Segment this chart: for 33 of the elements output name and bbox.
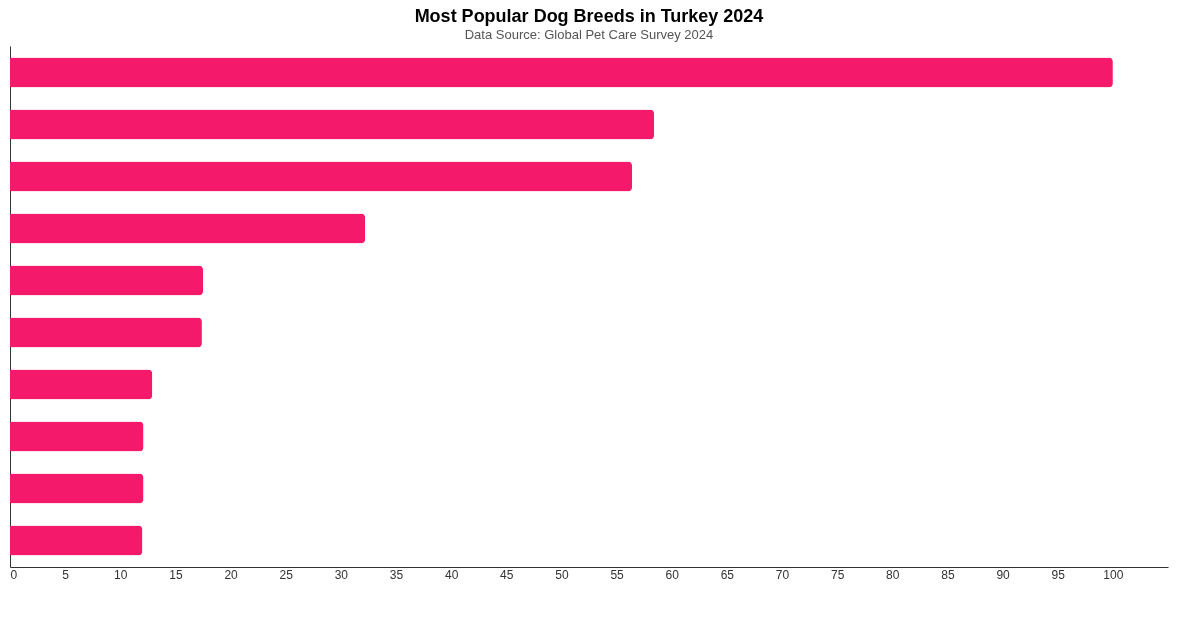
x-tick-label: 60 (665, 567, 680, 582)
bar (10, 213, 366, 244)
bar (10, 525, 143, 556)
x-tick-label: 35 (389, 567, 404, 582)
x-tick-label: 100 (1103, 567, 1124, 582)
x-tick-label: 85 (941, 567, 955, 582)
x-tick-label: 45 (500, 567, 514, 582)
bar (10, 317, 202, 348)
bar (10, 109, 655, 140)
chart-subtitle: Data Source: Global Pet Care Survey 2024 (464, 27, 714, 42)
x-tick-label: 0 (10, 567, 18, 582)
x-tick-label: 70 (775, 567, 790, 582)
x-tick-label: 65 (720, 567, 735, 582)
x-tick-label: 20 (224, 567, 239, 582)
chart-title: Most Popular Dog Breeds in Turkey 2024 (414, 6, 764, 26)
x-tick-label: 95 (1051, 567, 1066, 582)
x-tick-label: 30 (334, 567, 349, 582)
x-tick-label: 50 (555, 567, 569, 582)
x-tick-label: 55 (610, 567, 625, 582)
bar (10, 473, 144, 504)
bar (10, 265, 203, 296)
x-tick-label: 75 (830, 567, 845, 582)
bar (10, 57, 1113, 88)
bar (10, 161, 633, 192)
x-tick-label: 5 (62, 567, 70, 582)
x-tick-label: 25 (279, 567, 294, 582)
bar (10, 421, 144, 452)
x-tick-label: 90 (996, 567, 1011, 582)
x-tick-label: 40 (444, 567, 459, 582)
x-tick-label: 10 (114, 567, 128, 582)
x-tick-label: 15 (169, 567, 183, 582)
bar (10, 369, 153, 400)
x-tick-label: 80 (886, 567, 900, 582)
